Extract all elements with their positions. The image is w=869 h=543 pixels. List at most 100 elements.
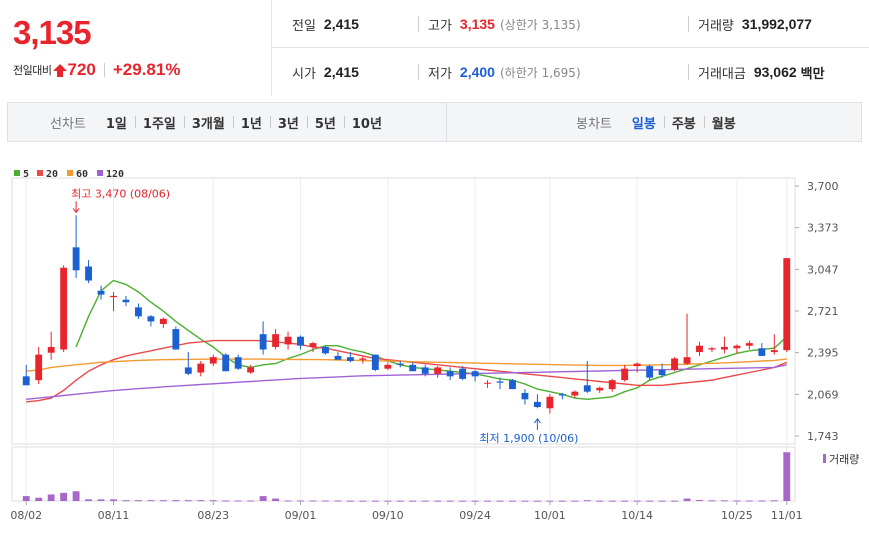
volume-bar (521, 500, 529, 502)
volume-bar (247, 500, 255, 502)
divider (418, 16, 419, 32)
volume-bar (47, 494, 55, 501)
volume-bar (184, 500, 192, 502)
candle-body (583, 385, 591, 392)
candle-body (758, 348, 766, 356)
volume-bar (60, 492, 68, 501)
volume-bar (272, 498, 280, 501)
volume-bar (496, 500, 504, 502)
ma-5-line (75, 279, 788, 401)
candle-body (696, 345, 703, 353)
x-tick-label: 08/11 (98, 509, 130, 522)
volume-bar (758, 500, 766, 502)
candle-body (85, 266, 93, 281)
y-tick-label: 3,373 (807, 222, 839, 235)
candle-body (571, 391, 579, 396)
range-10y[interactable]: 10년 (343, 113, 390, 132)
volume-bar (22, 496, 30, 501)
y-axis: 3,700 3,373 3,047 2,721 2,395 2,069 1,743 (795, 180, 839, 443)
legend-swatch (37, 170, 43, 176)
candle-body (334, 355, 342, 360)
line-chart-ranges: 선차트 1일 1주일 3개월 1년 3년 5년 10년 (50, 103, 390, 141)
volume-bar (35, 497, 43, 501)
legend-swatch (14, 170, 20, 176)
upper-limit-text: (상한가 3,135) (499, 17, 581, 32)
y-tick-label: 2,069 (807, 388, 839, 401)
x-tick-label: 09/10 (372, 509, 404, 522)
volume-bar (135, 500, 142, 502)
candle-body (546, 396, 554, 409)
candle-body (459, 368, 467, 379)
prev-close-label: 전일 (292, 18, 316, 34)
volume-bar (770, 500, 778, 502)
volume-bar (197, 500, 205, 502)
price-plot-frame (11, 177, 796, 445)
up-arrow-icon (53, 63, 68, 77)
divider (418, 64, 419, 80)
volume-bar (671, 500, 678, 502)
current-price: 3,135 (13, 14, 92, 51)
volume-bar (533, 500, 541, 502)
volume-bar (409, 500, 417, 502)
volume-legend-label: 거래량 (829, 453, 859, 466)
candle-body (409, 364, 417, 372)
candle-body (184, 367, 192, 374)
volume-bar (783, 452, 791, 501)
prev-close-value: 2,415 (323, 16, 359, 32)
volume-bar (72, 491, 80, 501)
volume-bar (745, 500, 753, 502)
volume-bar (558, 500, 566, 502)
volume-bar (396, 500, 404, 502)
lower-limit-text: (하한가 1,695) (499, 65, 581, 80)
candle-body (471, 371, 479, 377)
volume-cell: 거래량 31,992,077 (698, 0, 812, 48)
volume-bar (97, 499, 105, 501)
volume-bar (509, 500, 516, 502)
volume-bar (658, 500, 666, 502)
range-5y[interactable]: 5년 (306, 113, 344, 132)
volume-value: 31,992,077 (741, 16, 812, 32)
x-tick-label: 11/01 (771, 509, 803, 522)
x-tick-label: 08/23 (197, 509, 229, 522)
low-marker-arrowhead (534, 418, 541, 424)
line-chart-label: 선차트 (50, 116, 86, 132)
volume-bar (621, 500, 629, 502)
volume-bar (322, 500, 329, 502)
candle-body (47, 346, 55, 353)
amount-label: 거래대금 (698, 66, 746, 82)
candle-body (683, 357, 691, 364)
candle-body (671, 358, 678, 370)
range-3y[interactable]: 3년 (269, 113, 307, 132)
volume-bar (446, 500, 454, 502)
price-panel: 3,135 전일대비 720 +29.81% (0, 0, 271, 96)
volume-bar (172, 500, 180, 502)
volume-bar (596, 500, 604, 502)
candle-monthly[interactable]: 월봉 (703, 113, 744, 132)
candle-body (745, 343, 753, 346)
range-1w[interactable]: 1주일 (134, 113, 184, 132)
volume-bar (371, 500, 379, 502)
range-3m[interactable]: 3개월 (183, 113, 233, 132)
candle-body (122, 299, 130, 303)
range-1d[interactable]: 1일 (105, 116, 127, 132)
range-1y[interactable]: 1년 (232, 113, 270, 132)
volume-bar (334, 500, 342, 502)
candle-daily[interactable]: 일봉 (631, 116, 656, 132)
candle-body (309, 343, 317, 347)
high-value: 3,135 (459, 16, 495, 32)
amount-value: 93,062 (753, 64, 797, 80)
candle-body (509, 380, 516, 390)
candle-weekly[interactable]: 주봉 (663, 113, 704, 132)
candle-body (110, 295, 117, 298)
candle-body (720, 346, 728, 350)
volume-bar (683, 498, 691, 501)
volume-bar (159, 500, 167, 502)
chart-grid (11, 177, 796, 502)
candle-body (272, 334, 280, 347)
candle-body (384, 364, 392, 369)
stock-chart[interactable]: 5 20 60 120 3,700 3,373 3,047 2,721 2,395 2,069 1… (0, 160, 869, 543)
candle-chart-label: 봉차트 (576, 116, 612, 132)
volume-bar (147, 500, 155, 502)
candle-body (783, 258, 791, 351)
candle-body (633, 363, 641, 367)
